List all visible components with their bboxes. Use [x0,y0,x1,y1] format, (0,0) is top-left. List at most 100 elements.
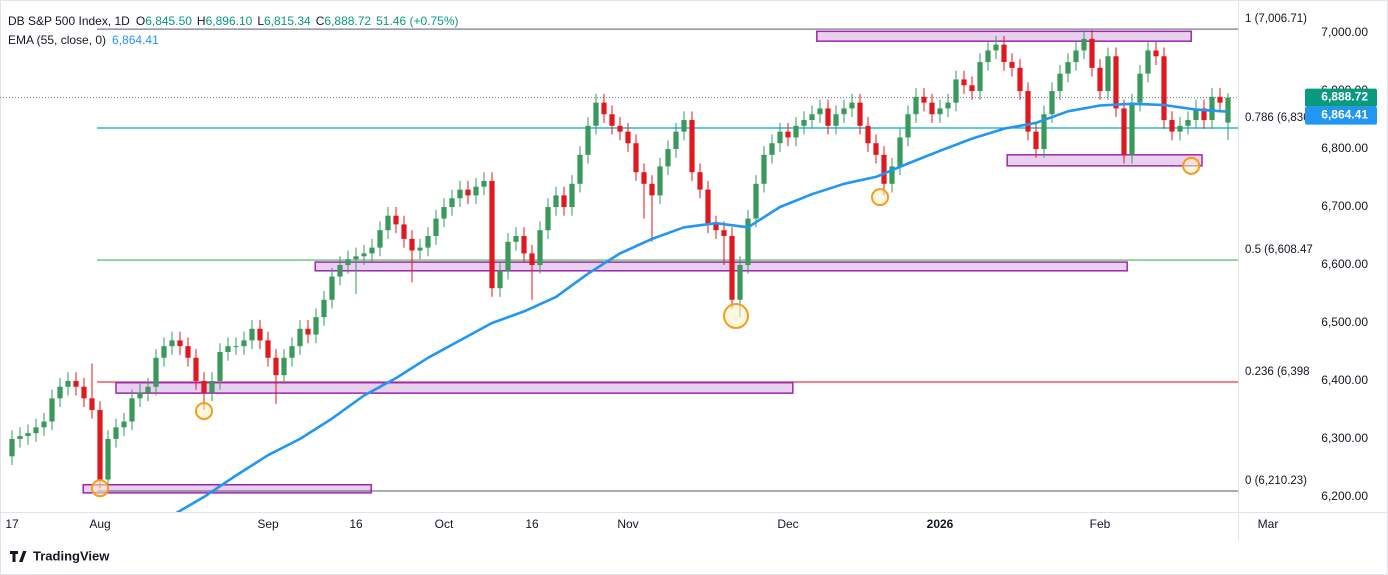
candle-body [241,340,247,347]
candle-body [369,247,375,254]
candle-body [1017,67,1023,92]
candle-body [121,421,127,428]
x-tick-label: 16 [525,517,539,531]
candle-body [1025,91,1031,132]
candle-body [1049,91,1055,115]
indicator-name: EMA (55, close, 0) [8,33,106,47]
candle-body [537,230,543,265]
candle-body [1041,114,1047,150]
candle-body [49,398,55,422]
candle-body [945,102,951,109]
candle-body [225,346,231,352]
candle-body [65,380,71,387]
candle-body [745,218,751,265]
plot-area [0,28,1238,512]
candle-body [785,131,791,138]
price-tag [1305,88,1377,107]
ohlc-value: 51.46 (+0.75%) [376,14,458,28]
candle-body [89,398,95,410]
candle-body [889,166,895,184]
marker [195,402,213,421]
candle-body [97,409,103,480]
candle-body [17,436,23,439]
candle-body [953,79,959,103]
x-tick-label: 2026 [927,517,954,531]
candle-body [409,238,415,251]
candle-body [417,247,423,251]
price-tag-label: 6,888.72 [1321,90,1368,104]
marker [871,188,889,207]
candle-body [1097,67,1103,92]
ohlc-value: 6,888.72 [324,14,371,28]
candle-body [1129,102,1135,155]
y-tick-label: 6,300.00 [1321,431,1368,445]
candle-body [201,380,207,393]
candle-body [641,172,647,184]
candle-body [233,346,239,348]
symbol: DB S&P 500 Index, 1D [8,14,130,28]
candle-body [521,235,527,254]
candle-body [9,438,15,457]
candle-body [1057,73,1063,92]
candle-body [985,50,991,63]
overlay: DB S&P 500 Index, 1D O6,845.50 H6,896.10 L6… [5,13,1377,531]
candle-body [297,328,303,347]
candle-body [833,114,839,126]
candle-body [209,380,215,393]
candle-body [769,143,775,155]
candle-body [1169,120,1175,132]
y-tick-label: 6,600.00 [1321,257,1368,271]
candle-body [1065,62,1071,74]
x-tick-label: Nov [617,517,638,531]
marker [723,303,749,330]
candle-body [865,125,871,144]
candle-body [1217,96,1223,103]
candle-body [553,195,559,208]
y-tick-label: 6,200.00 [1321,489,1368,503]
legend-title: DB S&P 500 Index, 1D O6,845.50 H6,896.10 L6… [8,14,459,28]
x-tick-label: Feb [1090,517,1111,531]
x-tick-label: Dec [777,517,798,531]
candle-body [321,299,327,318]
candle-body [177,340,183,347]
candle-body [1185,120,1191,126]
candle-body [361,253,367,257]
candle-body [273,357,279,376]
x-tick-label: 17 [5,517,19,531]
candle-body [1105,56,1111,92]
candle-body [825,108,831,126]
candle-body [25,433,31,437]
zone [314,261,1128,272]
x-tick-label: Aug [89,517,110,531]
y-tick-label: 6,400.00 [1321,373,1368,387]
candle-body [217,351,223,381]
candle-body [873,143,879,155]
candle-body [569,183,575,208]
candle-body [881,154,887,184]
price-tag-label: 6,864.41 [1321,108,1368,122]
candle-body [849,102,855,109]
candle-body [433,218,439,236]
candle-body [81,386,87,399]
candle-body [1177,125,1183,132]
candle-body [105,438,111,480]
y-tick-label: 6,800.00 [1321,141,1368,155]
candle-body [337,264,343,277]
candle-body [161,346,167,358]
candle-body [425,235,431,248]
fib-label: 0 (6,210.23) [1245,475,1307,487]
candle-body [969,85,975,92]
x-tick-label: 16 [349,517,363,531]
candle-body [497,270,503,289]
candle-body [793,125,799,138]
candle-body [1193,108,1199,121]
candle-body [489,180,495,289]
candle-body [481,180,487,187]
ohlc-value: 6,815.34 [264,14,311,28]
y-tick-label: 6,500.00 [1321,315,1368,329]
candle-body [729,235,735,300]
x-tick-label: Mar [1258,517,1279,531]
zone [115,381,794,394]
ohlc-key: L [257,14,264,28]
candle-body [441,207,447,219]
